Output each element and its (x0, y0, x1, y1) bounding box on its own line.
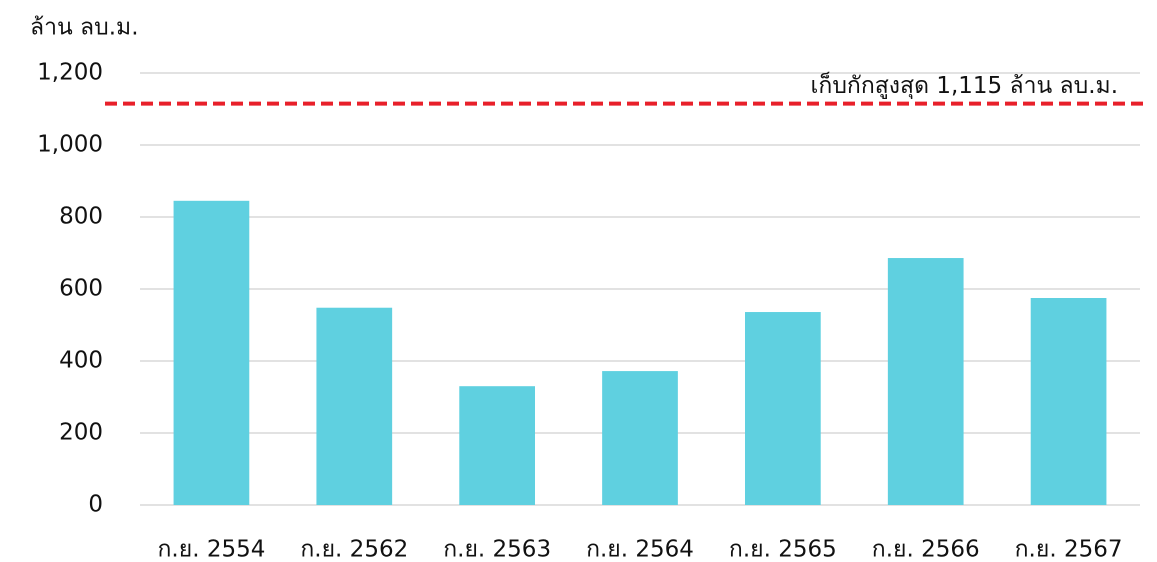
x-tick-label: ก.ย. 2567 (1015, 537, 1123, 562)
y-tick-label: 200 (59, 420, 103, 446)
x-tick-label: ก.ย. 2564 (586, 537, 694, 562)
bar (887, 258, 964, 505)
y-tick-label: 800 (59, 204, 103, 230)
reference-label: เก็บกักสูงสุด 1,115 ล้าน ลบ.ม. (811, 70, 1118, 99)
bar (459, 386, 535, 505)
bar (1030, 298, 1107, 505)
x-tick-label: ก.ย. 2554 (157, 537, 265, 562)
bar (745, 312, 821, 505)
y-tick-label: 1,200 (37, 60, 103, 86)
bar (602, 371, 678, 505)
y-axis-label: ล้าน ลบ.ม. (30, 15, 139, 41)
bar (173, 200, 250, 506)
y-tick-label: 0 (88, 492, 103, 518)
y-tick-label: 600 (59, 276, 103, 302)
x-tick-label: ก.ย. 2562 (300, 537, 408, 562)
x-tick-label: ก.ย. 2565 (729, 537, 837, 562)
x-tick-label: ก.ย. 2566 (872, 537, 980, 562)
x-tick-label: ก.ย. 2563 (443, 537, 551, 562)
y-tick-label: 400 (59, 348, 103, 374)
bar (316, 307, 393, 505)
y-tick-label: 1,000 (37, 132, 103, 158)
